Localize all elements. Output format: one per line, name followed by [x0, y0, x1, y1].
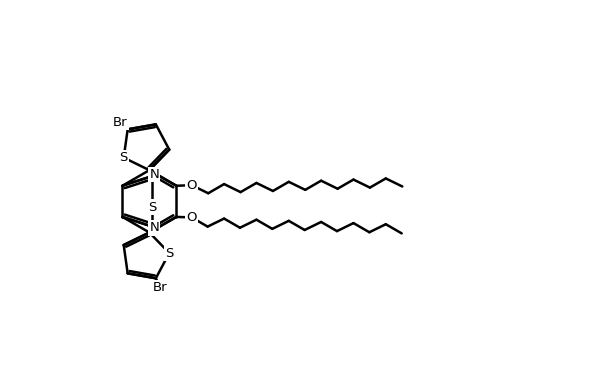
Text: S: S	[165, 247, 173, 259]
Text: S: S	[148, 201, 156, 214]
Text: O: O	[186, 211, 197, 224]
Text: Br: Br	[153, 281, 168, 294]
Text: O: O	[186, 179, 197, 192]
Text: N: N	[149, 168, 159, 181]
Text: Br: Br	[113, 116, 128, 129]
Text: N: N	[149, 221, 159, 235]
Text: S: S	[120, 151, 128, 164]
